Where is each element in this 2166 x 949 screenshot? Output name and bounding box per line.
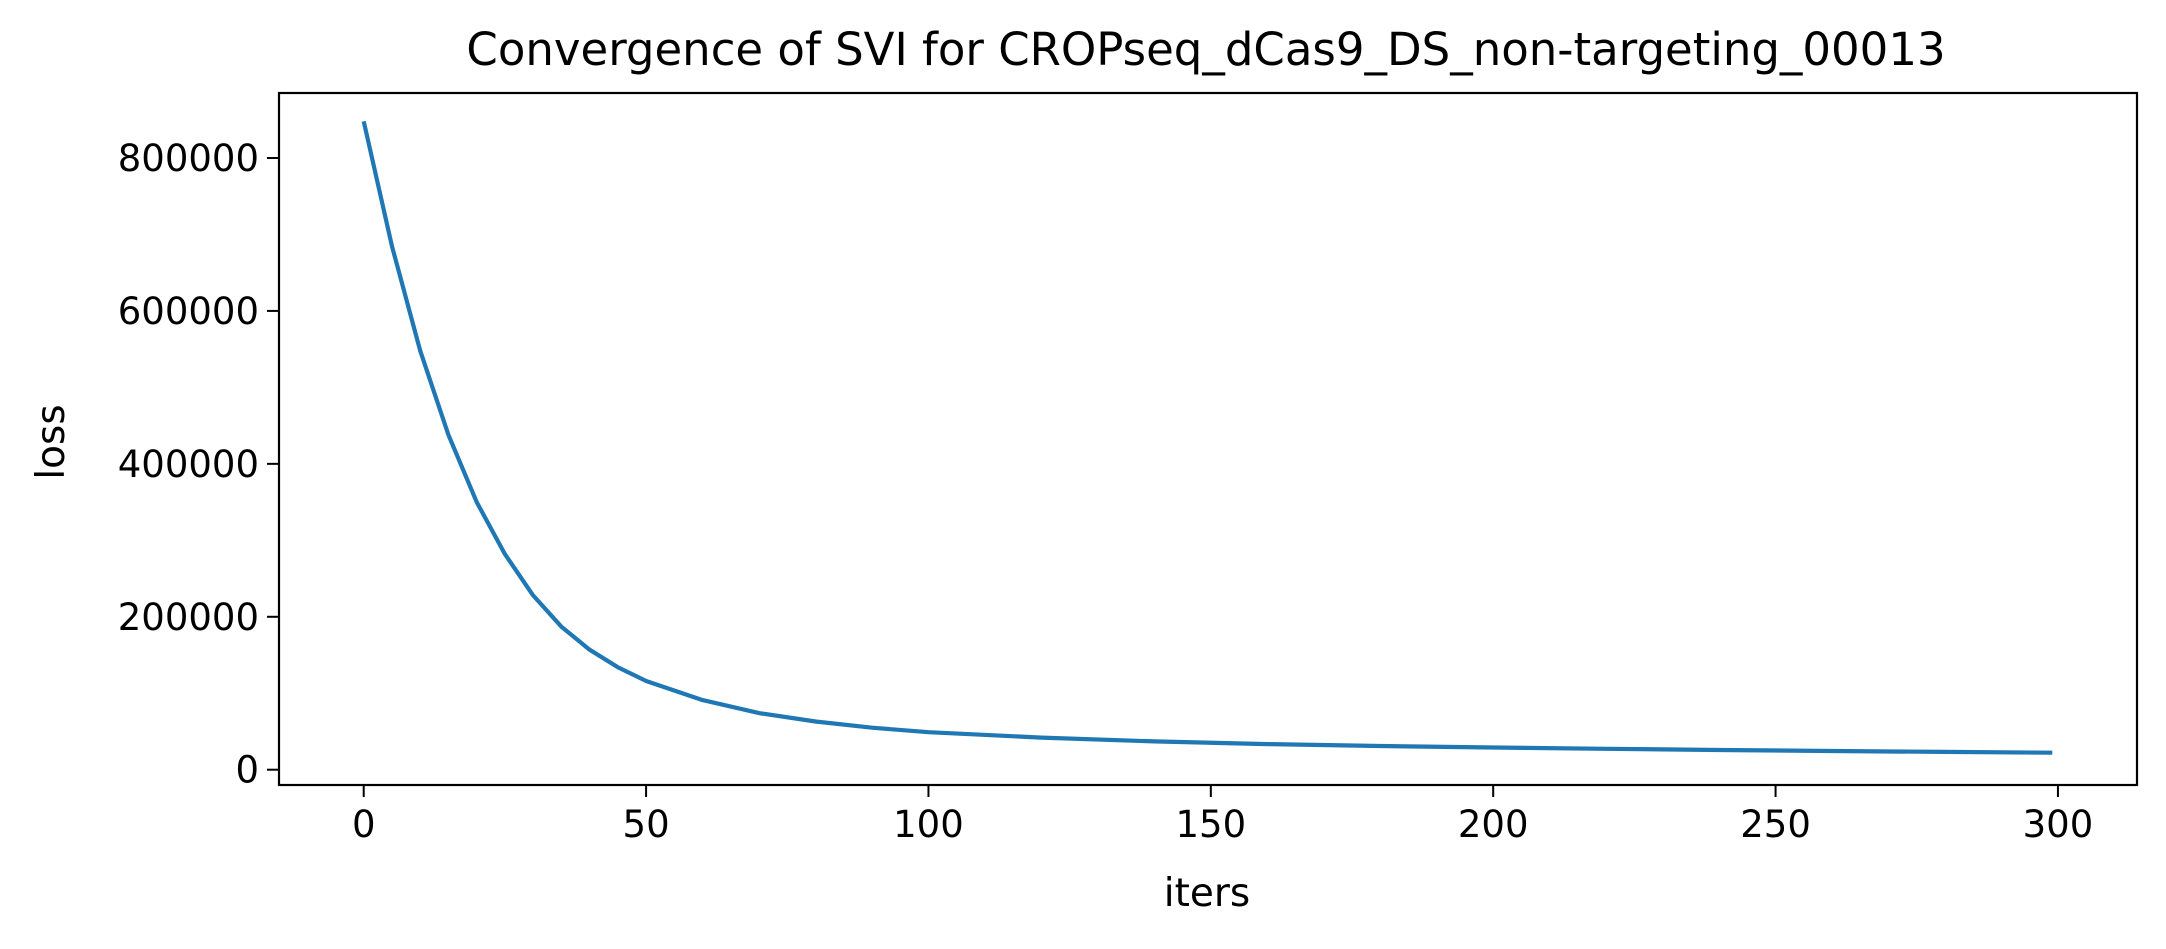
y-axis-ticks: 0 200000 400000 600000 800000 (118, 137, 279, 792)
x-tick-label: 250 (1740, 803, 1811, 846)
x-tick-label: 50 (623, 803, 670, 846)
x-tick-label: 150 (1176, 803, 1247, 846)
y-tick-label: 0 (235, 749, 259, 792)
x-tick-label: 300 (2023, 803, 2094, 846)
y-tick-label: 200000 (118, 596, 259, 639)
series-line-0 (361, 120, 2053, 755)
x-tick-label: 200 (1458, 803, 1529, 846)
x-axis-label: iters (1164, 871, 1250, 916)
plot-area (277, 91, 2139, 787)
y-tick-label: 400000 (118, 443, 259, 486)
y-axis-label: loss (29, 404, 74, 479)
x-tick-label: 0 (352, 803, 376, 846)
plot-frame (277, 91, 2139, 787)
x-axis-ticks: 0 50 100 150 200 250 300 (352, 785, 2093, 846)
x-tick-label: 100 (893, 803, 964, 846)
chart-title: Convergence of SVI for CROPseq_dCas9_DS_… (466, 23, 1945, 76)
y-tick-label: 800000 (118, 137, 259, 180)
y-tick-label: 600000 (118, 290, 259, 333)
